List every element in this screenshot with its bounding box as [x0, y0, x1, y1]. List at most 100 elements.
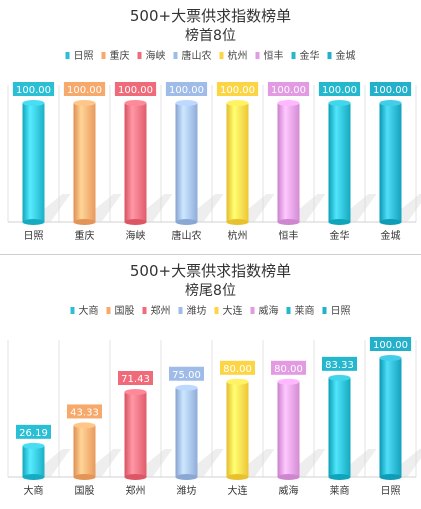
- bar-base: [226, 474, 249, 480]
- bar-cap: [226, 100, 249, 106]
- bar[interactable]: [73, 422, 122, 480]
- bar[interactable]: [175, 384, 224, 480]
- grid-lines: [7, 85, 417, 222]
- bar-body: [175, 387, 198, 477]
- bar[interactable]: [22, 100, 71, 225]
- data-label-box: [322, 356, 357, 371]
- data-label-box: [114, 82, 157, 96]
- bar-cap: [73, 422, 96, 429]
- bar[interactable]: [277, 100, 326, 225]
- x-tick-label: 日照: [24, 230, 44, 242]
- legend-label: 威海: [259, 304, 279, 317]
- legend-label: 金华: [300, 49, 320, 62]
- data-label-text: 100.00: [67, 85, 102, 96]
- legend-item[interactable]: 日照: [65, 50, 94, 62]
- data-label-text: 43.33: [70, 407, 99, 418]
- bars: [22, 100, 421, 225]
- data-label-box: [318, 82, 361, 96]
- bar[interactable]: [328, 100, 377, 225]
- bar-cap: [379, 100, 402, 106]
- legend-item[interactable]: 郑州: [142, 304, 171, 317]
- bar-cap: [379, 355, 402, 361]
- legend-label: 海峡: [146, 49, 166, 62]
- bar-body: [175, 103, 198, 222]
- bar-body: [379, 358, 402, 477]
- data-label: 100.00: [63, 82, 106, 96]
- legend-item[interactable]: 日照: [322, 305, 351, 317]
- legend-swatch: [250, 307, 255, 314]
- bar[interactable]: [22, 442, 71, 480]
- data-label-text: 83.33: [325, 360, 354, 371]
- data-label: 100.00: [267, 82, 310, 96]
- legend-item[interactable]: 海峡: [137, 49, 166, 62]
- bottom-chart-panel: 500+大票供求指数榜单 榜尾8位 大商 国股 郑州 潍坊 大连 威海 莱商 日照 26.19 大商 4…: [0, 255, 421, 509]
- x-tick-label: 唐山农: [172, 229, 202, 242]
- bar[interactable]: [124, 388, 173, 480]
- bar-body: [22, 445, 45, 477]
- data-label-text: 100.00: [118, 85, 153, 96]
- bar-cap: [73, 100, 96, 106]
- legend-item[interactable]: 大商: [70, 304, 99, 317]
- legend-swatch: [106, 307, 111, 314]
- data-label-text: 100.00: [322, 85, 357, 96]
- bar-cap: [124, 100, 147, 106]
- data-label: 75.00: [169, 366, 204, 381]
- chart-legend: 大商 国股 郑州 潍坊 大连 威海 莱商 日照: [70, 304, 351, 317]
- legend-swatch: [178, 307, 183, 314]
- legend-swatch: [286, 307, 291, 314]
- chart-legend: 日照 重庆 海峡 唐山农 杭州 恒丰 金华 金城: [65, 49, 356, 62]
- bar-base: [328, 474, 351, 480]
- data-label: 100.00: [318, 82, 361, 96]
- legend-item[interactable]: 潍坊: [178, 304, 207, 317]
- legend-label: 重庆: [110, 49, 130, 62]
- grid-lines: [7, 340, 417, 477]
- data-label: 100.00: [369, 82, 412, 96]
- legend-item[interactable]: 金华: [291, 49, 320, 62]
- legend-item[interactable]: 唐山农: [173, 49, 212, 62]
- legend-item[interactable]: 威海: [250, 304, 279, 317]
- bar[interactable]: [124, 100, 173, 225]
- bar-body: [277, 103, 300, 222]
- bar-base: [277, 219, 300, 225]
- bar-base: [379, 474, 402, 480]
- legend-item[interactable]: 国股: [106, 305, 135, 317]
- legend-item[interactable]: 莱商: [286, 304, 315, 317]
- legend-label: 日照: [331, 305, 351, 317]
- data-label-box: [267, 82, 310, 96]
- x-tick-label: 大商: [24, 484, 44, 497]
- legend-item[interactable]: 杭州: [219, 49, 248, 62]
- data-label-box: [165, 82, 208, 96]
- data-label-text: 100.00: [373, 85, 408, 96]
- legend-label: 恒丰: [264, 49, 284, 62]
- bar[interactable]: [379, 355, 421, 480]
- bar[interactable]: [73, 100, 122, 225]
- bar-cap: [22, 100, 45, 106]
- bar-base: [73, 474, 96, 480]
- bar[interactable]: [226, 378, 275, 480]
- bar[interactable]: [328, 374, 377, 480]
- chart-subtitle: 榜首8位: [185, 27, 236, 44]
- legend-item[interactable]: 金城: [327, 49, 356, 62]
- bar-cap: [226, 378, 249, 385]
- bar[interactable]: [175, 100, 224, 225]
- legend-swatch: [291, 52, 296, 59]
- bar[interactable]: [226, 100, 275, 225]
- legend-item[interactable]: 重庆: [101, 49, 130, 62]
- legend-label: 莱商: [295, 304, 315, 317]
- x-tick-label: 国股: [75, 485, 95, 497]
- legend-item[interactable]: 恒丰: [255, 49, 284, 62]
- bar-cap: [124, 388, 147, 395]
- legend-item[interactable]: 大连: [214, 304, 243, 317]
- bar-cap: [328, 100, 351, 106]
- x-tick-label: 潍坊: [177, 484, 197, 497]
- data-label-box: [169, 366, 204, 381]
- data-label-text: 100.00: [169, 85, 204, 96]
- legend-swatch: [327, 52, 332, 59]
- bar[interactable]: [277, 378, 326, 480]
- bar-body: [379, 103, 402, 222]
- bar-base: [328, 219, 351, 225]
- data-label-text: 71.43: [121, 374, 150, 385]
- bar[interactable]: [379, 100, 421, 225]
- chart-title: 500+大票供求指数榜单: [130, 7, 291, 25]
